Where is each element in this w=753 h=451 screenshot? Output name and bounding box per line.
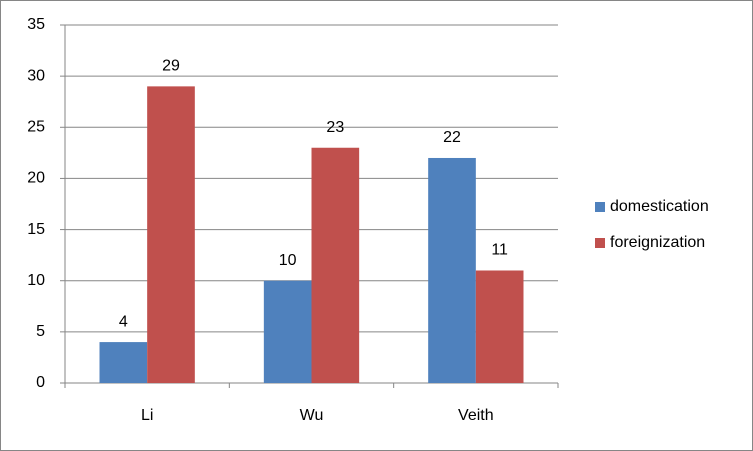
data-label: 4 [119,313,128,330]
bar [428,157,476,383]
bar [99,342,148,383]
x-tick-label: Wu [300,407,324,424]
y-tick-label: 35 [27,16,45,33]
y-tick-label: 30 [27,67,45,84]
bar [311,147,360,383]
data-label: 22 [443,129,461,146]
y-tick-label: 25 [27,119,45,136]
y-tick-label: 15 [27,221,45,238]
y-tick-label: 0 [36,374,45,391]
y-tick-label: 5 [36,323,45,340]
y-tick-label: 20 [27,170,45,187]
bar [475,270,524,383]
data-label: 23 [326,119,344,136]
x-tick-label: Veith [458,407,494,424]
bar [263,280,312,383]
legend-swatch [595,238,605,248]
x-tick-label: Li [141,407,153,424]
legend-swatch [595,202,605,212]
legend-label: foreignization [610,234,705,251]
data-label: 29 [162,58,180,75]
y-tick-label: 10 [27,272,45,289]
bar [147,86,195,383]
data-label: 10 [279,252,297,269]
data-label: 11 [491,242,508,259]
legend-label: domestication [610,198,709,215]
